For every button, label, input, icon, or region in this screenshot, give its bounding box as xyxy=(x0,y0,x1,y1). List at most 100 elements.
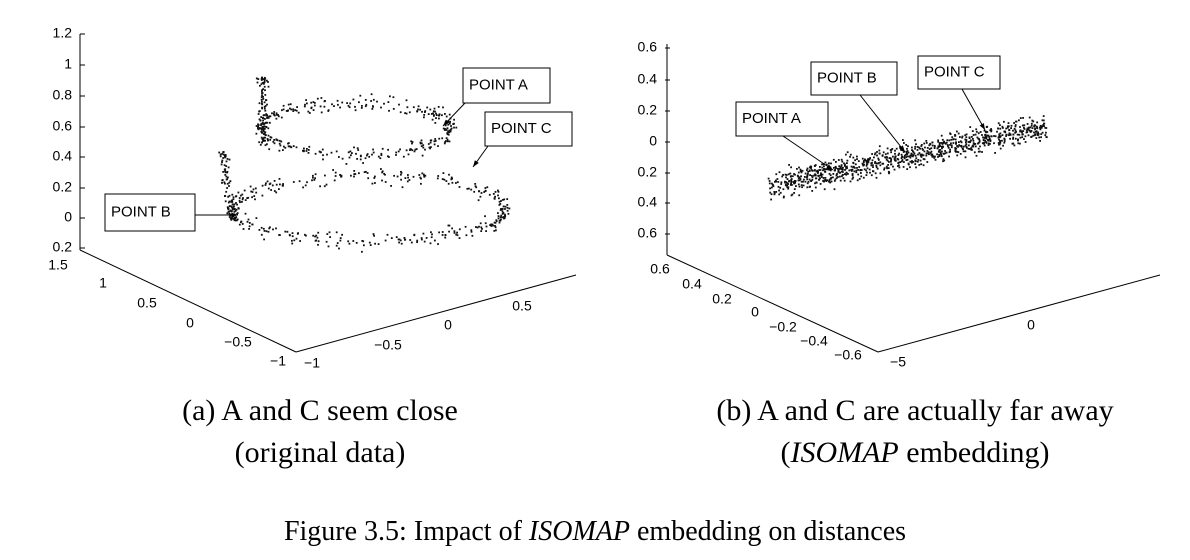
point xyxy=(929,143,932,146)
point xyxy=(984,139,986,142)
point xyxy=(429,139,432,142)
point xyxy=(800,180,803,183)
point xyxy=(263,82,265,85)
point xyxy=(255,132,258,135)
point xyxy=(775,180,778,183)
point xyxy=(822,180,824,182)
point xyxy=(257,127,259,129)
point xyxy=(903,157,906,160)
point xyxy=(798,194,801,197)
point xyxy=(261,194,264,197)
point xyxy=(858,166,861,168)
point xyxy=(862,161,865,164)
point xyxy=(314,177,316,180)
point xyxy=(903,156,906,158)
point xyxy=(364,157,367,160)
point xyxy=(223,181,226,184)
point xyxy=(916,160,919,163)
point xyxy=(225,175,228,178)
point xyxy=(1044,134,1047,136)
point xyxy=(318,150,321,153)
point xyxy=(834,178,837,181)
point xyxy=(286,230,289,233)
point xyxy=(834,169,836,172)
point xyxy=(1023,128,1026,130)
point xyxy=(242,197,244,199)
point xyxy=(464,225,467,228)
point xyxy=(453,232,456,234)
point xyxy=(303,147,305,150)
point xyxy=(339,239,342,242)
point xyxy=(965,133,968,136)
point xyxy=(1032,120,1035,123)
point xyxy=(938,155,941,158)
point xyxy=(1017,138,1019,141)
vertical-tick-label: 0.8 xyxy=(53,87,73,103)
point xyxy=(918,146,921,149)
point xyxy=(275,183,278,186)
point xyxy=(259,143,262,146)
point xyxy=(377,243,380,245)
point xyxy=(997,127,999,130)
point xyxy=(421,238,423,241)
point xyxy=(979,145,981,148)
point xyxy=(1003,120,1005,123)
point xyxy=(879,164,882,167)
point xyxy=(222,157,225,159)
point xyxy=(244,212,247,215)
point xyxy=(476,226,479,229)
point xyxy=(221,161,223,163)
arrow-head xyxy=(473,160,479,167)
point xyxy=(897,161,900,164)
point xyxy=(265,182,267,185)
point xyxy=(479,195,482,198)
point xyxy=(968,137,971,139)
point xyxy=(449,121,451,123)
point xyxy=(262,133,265,135)
point xyxy=(915,166,917,169)
point xyxy=(269,121,271,124)
point xyxy=(841,171,844,173)
point xyxy=(983,137,986,139)
point xyxy=(383,102,385,105)
point xyxy=(928,148,931,150)
point xyxy=(802,184,805,187)
point xyxy=(972,144,975,147)
point xyxy=(338,247,340,250)
point xyxy=(438,117,440,120)
point xyxy=(884,153,887,156)
point xyxy=(918,164,921,166)
point xyxy=(928,144,931,147)
point xyxy=(235,195,237,198)
point xyxy=(485,230,487,232)
point xyxy=(906,155,909,158)
point xyxy=(977,132,980,135)
point xyxy=(507,212,510,215)
point xyxy=(445,137,448,139)
point xyxy=(784,173,787,176)
point xyxy=(445,129,448,131)
point xyxy=(499,216,502,219)
point xyxy=(430,236,433,239)
point xyxy=(306,148,308,150)
point xyxy=(260,124,262,126)
point xyxy=(435,117,437,119)
point xyxy=(857,160,860,162)
point xyxy=(356,158,358,160)
point xyxy=(872,170,875,173)
point xyxy=(937,145,940,148)
point xyxy=(465,234,468,237)
point xyxy=(978,139,981,142)
point xyxy=(987,142,990,145)
point xyxy=(433,114,435,116)
point xyxy=(787,187,790,190)
text: embedding) xyxy=(899,436,1050,469)
point xyxy=(411,149,414,152)
point xyxy=(253,195,256,197)
point xyxy=(238,199,241,202)
point xyxy=(786,178,789,180)
point xyxy=(966,146,968,149)
point xyxy=(266,180,269,183)
point xyxy=(972,139,975,142)
point xyxy=(231,199,233,202)
